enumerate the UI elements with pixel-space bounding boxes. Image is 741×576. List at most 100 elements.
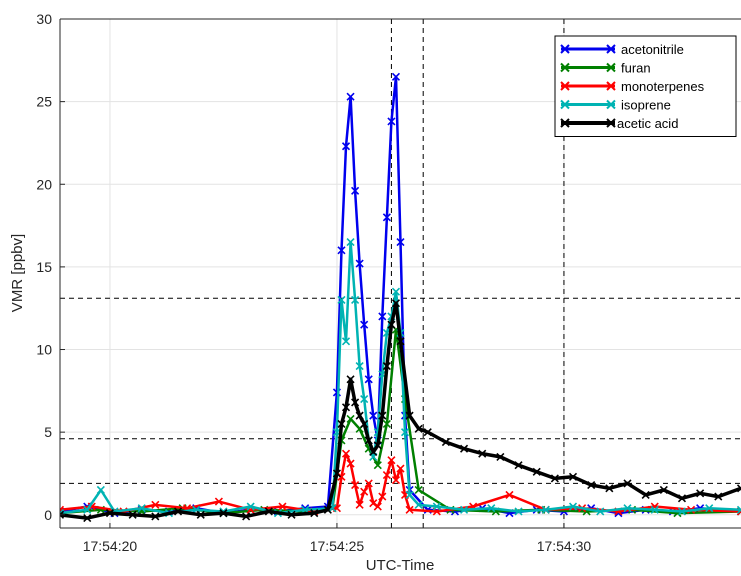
data-point-isoprene (677, 507, 687, 516)
data-point-monoterpenes (87, 502, 96, 511)
data-point-acetic-acid (128, 510, 137, 519)
data-point-isoprene (623, 504, 632, 513)
y-tick-label: 25 (36, 94, 52, 110)
data-point-isoprene (391, 287, 401, 296)
data-point-monoterpenes (391, 476, 401, 485)
legend-item-monoterpenes: monoterpenes (560, 79, 705, 94)
y-tick-label: 20 (36, 176, 52, 192)
data-point-acetonitrile (341, 142, 351, 151)
data-point-isoprene (705, 504, 714, 513)
legend-marker-acetonitrile (560, 44, 570, 54)
data-point-acetic-acid (264, 507, 273, 516)
data-point-acetic-acid (659, 485, 668, 495)
data-point-acetic-acid (478, 449, 487, 458)
legend-label-isoprene: isoprene (621, 98, 671, 113)
data-point-acetonitrile (351, 186, 360, 195)
data-point-acetic-acid (387, 320, 396, 329)
data-point-acetic-acid (623, 479, 632, 488)
data-point-acetonitrile (364, 375, 373, 384)
data-point-acetonitrile (387, 117, 396, 126)
data-point-isoprene (405, 490, 414, 500)
data-point-acetic-acid (382, 361, 391, 371)
data-point-furan (382, 419, 391, 428)
data-point-acetic-acid (219, 509, 228, 518)
data-point-acetic-acid (242, 512, 251, 521)
y-tick-label: 15 (36, 259, 52, 275)
data-point-acetonitrile (346, 92, 355, 101)
data-point-acetic-acid (287, 510, 296, 519)
data-point-monoterpenes (373, 502, 382, 511)
data-point-acetonitrile (337, 246, 346, 255)
data-point-acetic-acid (346, 375, 355, 384)
legend-item-furan: furan (560, 61, 651, 76)
data-point-monoterpenes (405, 505, 414, 514)
data-point-acetic-acid (568, 472, 578, 481)
data-point-monoterpenes (337, 472, 346, 481)
legend-marker-isoprene (560, 99, 570, 110)
data-point-acetic-acid (641, 490, 650, 500)
data-point-isoprene (341, 337, 351, 346)
data-point-isoprene (351, 295, 360, 305)
legend: acetonitrile furan monoterpenes isoprene ace… (554, 35, 737, 137)
series-layer (60, 72, 741, 523)
legend-marker-monoterpenes (560, 81, 570, 91)
y-tick-label: 10 (36, 342, 52, 358)
data-point-acetic-acid (323, 505, 332, 514)
data-point-acetic-acid (532, 467, 541, 476)
data-point-acetic-acid (414, 424, 423, 433)
data-point-acetic-acid (60, 510, 65, 519)
data-point-acetic-acid (364, 436, 373, 445)
data-point-acetic-acid (310, 509, 319, 518)
data-point-acetic-acid (396, 337, 405, 346)
x-axis-label: UTC-Time (366, 557, 435, 574)
legend-marker-acetic-acid (560, 118, 570, 128)
data-point-acetic-acid (369, 447, 378, 457)
data-point-acetonitrile (360, 320, 369, 329)
data-point-monoterpenes (505, 490, 514, 500)
data-point-acetic-acid (337, 419, 346, 428)
data-point-monoterpenes (278, 502, 287, 511)
data-point-acetic-acid (587, 480, 596, 490)
data-point-isoprene (246, 502, 255, 511)
legend-marker-acetic-acid (606, 118, 616, 128)
legend-label-acetonitrile: acetonitrile (621, 42, 684, 57)
axes: 0 5 10 15 20 25 30 17:54:20 17:54:25 17:54:30 (36, 11, 741, 554)
data-point-monoterpenes (387, 456, 396, 465)
data-point-monoterpenes (369, 499, 378, 508)
data-point-isoprene (459, 505, 469, 514)
data-point-acetonitrile (391, 72, 401, 81)
data-point-acetic-acid (83, 514, 92, 523)
data-point-acetic-acid (423, 428, 432, 437)
y-tick-label: 5 (44, 424, 52, 440)
legend-label-acetic-acid: acetic acid (617, 116, 678, 131)
x-tick-label: 17:54:25 (310, 538, 365, 554)
data-point-monoterpenes (364, 479, 373, 488)
y-tick-label: 0 (44, 507, 52, 523)
series-monoterpenes (60, 449, 741, 516)
legend-item-acetonitrile: acetonitrile (560, 42, 684, 57)
data-point-acetic-acid (341, 403, 351, 412)
data-point-acetic-acid (196, 510, 205, 519)
data-point-acetic-acid (355, 411, 364, 420)
data-point-isoprene (83, 505, 92, 514)
data-point-monoterpenes (396, 464, 405, 473)
legend-label-monoterpenes: monoterpenes (621, 79, 705, 94)
data-point-acetonitrile (382, 213, 391, 222)
x-tick-label: 17:54:20 (83, 538, 138, 554)
legend-item-acetic-acid: acetic acid (560, 116, 678, 131)
data-point-monoterpenes (351, 480, 360, 490)
data-point-isoprene (541, 505, 550, 514)
legend-marker-isoprene (606, 99, 616, 110)
data-point-isoprene (137, 504, 146, 513)
data-point-acetic-acid (105, 509, 115, 518)
data-point-isoprene (568, 502, 578, 511)
data-point-isoprene (360, 395, 369, 404)
series-line-isoprene (60, 240, 741, 515)
data-point-acetic-acid (696, 489, 705, 498)
data-point-acetic-acid (373, 441, 382, 450)
data-point-acetic-acid (550, 474, 559, 483)
data-point-isoprene (337, 295, 346, 305)
data-point-furan (373, 461, 382, 470)
data-point-acetic-acid (736, 484, 741, 493)
